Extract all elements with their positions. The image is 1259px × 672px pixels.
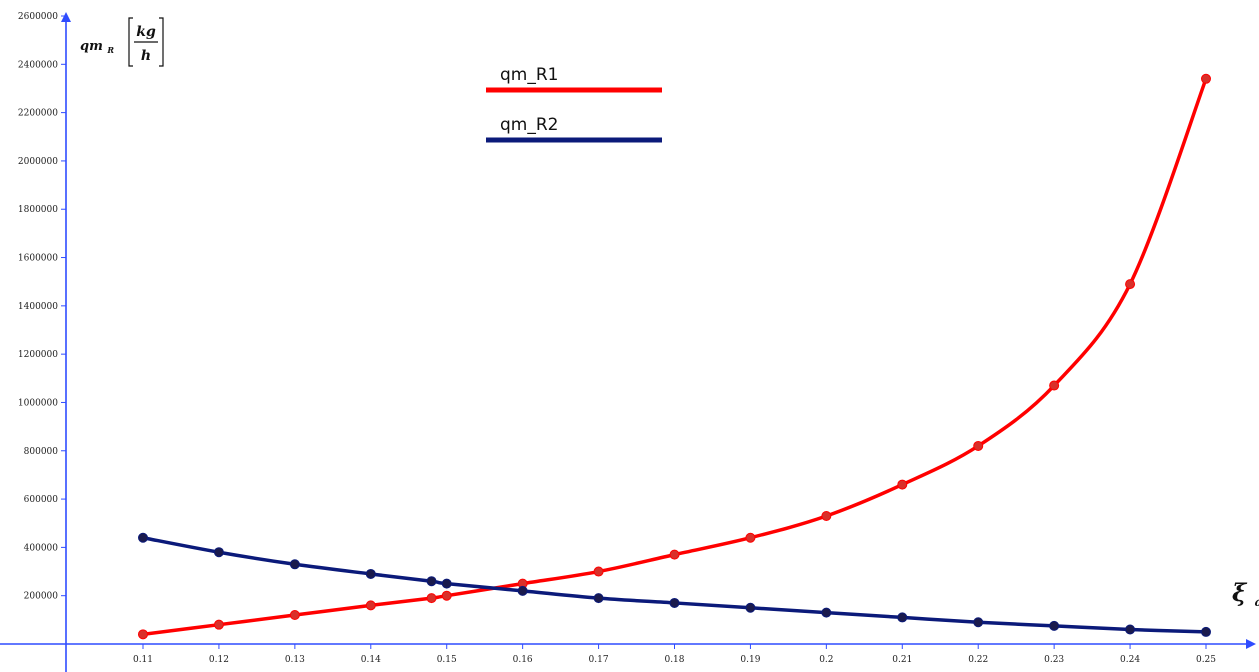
data-point-qm-r2 [289, 559, 300, 570]
x-axis-arrow [1246, 639, 1256, 649]
x-tick-label: 0.12 [209, 655, 229, 665]
x-tick-label: 0.24 [1120, 655, 1140, 665]
series-qm-r1 [138, 73, 1211, 640]
data-point-qm-r2 [669, 597, 680, 608]
x-tick-label: 0.22 [968, 655, 988, 665]
data-point-qm-r1 [426, 593, 437, 604]
data-point-qm-r2 [138, 532, 148, 543]
data-point-qm-r1 [593, 566, 604, 577]
data-point-qm-r1 [138, 629, 148, 640]
y-axis-arrow [61, 12, 71, 22]
x-axis-label-main: ξ [1232, 578, 1248, 607]
data-point-qm-r2 [1125, 624, 1136, 635]
x-tick-label: 0.21 [892, 655, 912, 665]
data-point-qm-r2 [1049, 620, 1060, 631]
axes [0, 12, 1256, 672]
y-axis-label-sub: R [106, 45, 114, 55]
x-axis-label-sub: a [1255, 595, 1259, 609]
y-tick-label: 200000 [24, 592, 59, 602]
y-tick-label: 1200000 [18, 350, 58, 360]
x-axis-label: ξ a [1232, 578, 1259, 609]
data-point-qm-r2 [745, 602, 756, 613]
data-point-qm-r1 [1125, 279, 1136, 290]
x-tick-label: 0.14 [361, 655, 381, 665]
svg-text:ξ a: ξ a [1232, 578, 1259, 609]
x-tick-label: 0.16 [513, 655, 533, 665]
series-layer [138, 73, 1211, 640]
x-tick-label: 0.13 [285, 655, 305, 665]
data-point-qm-r2 [365, 568, 376, 579]
y-tick-label: 400000 [24, 543, 59, 553]
svg-text:qm R: qm R [80, 39, 114, 55]
data-point-qm-r2 [426, 576, 437, 587]
data-point-qm-r1 [973, 440, 984, 451]
y-tick-label: 2000000 [18, 157, 58, 167]
series-qm-r2 [138, 532, 1211, 637]
data-point-qm-r2 [213, 547, 224, 558]
data-point-qm-r2 [821, 607, 832, 618]
data-point-qm-r2 [897, 612, 908, 623]
y-tick-label: 600000 [24, 495, 59, 505]
y-axis-label-num: kg [136, 24, 156, 40]
y-tick-label: 1800000 [18, 205, 58, 215]
y-axis-label-main: qm [80, 39, 103, 54]
data-point-qm-r1 [441, 590, 452, 601]
y-tick-label: 2200000 [18, 109, 58, 119]
data-point-qm-r1 [1201, 73, 1211, 84]
y-axis-label-den: h [141, 48, 151, 64]
x-tick-label: 0.18 [664, 655, 684, 665]
ticks: 0.11 0.12 0.13 0.14 0.15 0.16 0.17 0.18 0.19 0.2 0… [18, 12, 1216, 665]
x-tick-label: 0.15 [437, 655, 457, 665]
data-point-qm-r1 [821, 510, 832, 521]
y-axis-label-bracket-right [159, 17, 164, 67]
x-tick-label: 0.17 [589, 655, 609, 665]
data-point-qm-r1 [213, 619, 224, 630]
y-axis-label: qm R kg h [80, 17, 164, 67]
x-tick-label: 0.19 [740, 655, 760, 665]
y-tick-label: 1400000 [18, 302, 58, 312]
x-tick-label: 0.25 [1196, 655, 1216, 665]
x-tick-label: 0.11 [133, 655, 153, 665]
y-tick-label: 2600000 [18, 12, 58, 22]
data-point-qm-r1 [365, 600, 376, 611]
legend: qm_R1 qm_R2 [486, 65, 662, 143]
data-point-qm-r2 [517, 585, 528, 596]
y-tick-label: 1600000 [18, 254, 58, 264]
data-point-qm-r1 [745, 532, 756, 543]
y-tick-label: 800000 [24, 447, 59, 457]
x-tick-label: 0.2 [819, 655, 833, 665]
data-point-qm-r2 [1201, 626, 1211, 637]
legend-label-qm-r2: qm_R2 [500, 115, 558, 135]
y-tick-label: 2400000 [18, 60, 58, 70]
y-axis-label-bracket-left [128, 17, 133, 67]
data-point-qm-r2 [593, 593, 604, 604]
data-point-qm-r1 [1049, 380, 1060, 391]
data-point-qm-r1 [669, 549, 680, 560]
data-point-qm-r1 [897, 479, 908, 490]
data-point-qm-r2 [973, 617, 984, 628]
data-point-qm-r1 [289, 610, 300, 621]
y-tick-label: 1000000 [18, 398, 58, 408]
data-point-qm-r2 [441, 578, 452, 589]
series-line-qm-r2 [141, 535, 1208, 634]
legend-label-qm-r1: qm_R1 [500, 65, 558, 85]
x-tick-label: 0.23 [1044, 655, 1064, 665]
